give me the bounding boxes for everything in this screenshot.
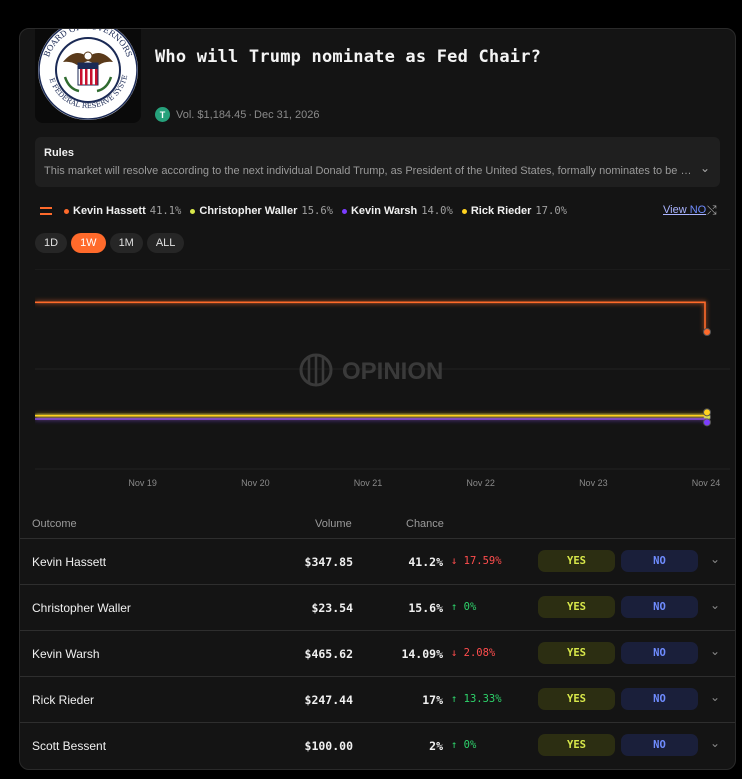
view-no-link[interactable]: View NO <box>663 204 707 216</box>
rules-text: This market will resolve according to th… <box>44 165 694 177</box>
fed-seal-logo: BOARD OF GOVERNORS THE FEDERAL RESERVE S… <box>35 29 141 123</box>
outcome-volume: $347.85 <box>304 555 353 569</box>
outcome-name: Christopher Waller <box>32 601 131 615</box>
range-1m-button[interactable]: 1M <box>109 233 143 253</box>
series-line <box>35 301 706 332</box>
legend-item: Rick Rieder 17.0% <box>461 205 567 217</box>
chart-legend: Kevin Hassett 41.1% Christopher Waller 1… <box>40 205 576 217</box>
x-tick-label: Nov 22 <box>466 478 495 488</box>
market-title: Who will Trump nominate as Fed Chair? <box>155 47 542 67</box>
chevron-down-icon[interactable]: ⌄ <box>710 552 721 566</box>
outcome-volume: $465.62 <box>304 647 353 661</box>
chevron-down-icon[interactable]: ⌄ <box>699 161 710 175</box>
series-endpoint <box>703 328 711 336</box>
header-volume: Volume <box>315 518 352 530</box>
outcome-chance: 15.6% <box>408 601 443 615</box>
buy-yes-button[interactable]: YES <box>538 596 615 618</box>
buy-no-button[interactable]: NO <box>621 734 698 756</box>
chevron-down-icon[interactable]: ⌄ <box>710 690 721 704</box>
legend-dot <box>64 208 69 214</box>
series-line <box>35 412 706 417</box>
range-selector: 1D 1W 1M ALL <box>35 233 188 253</box>
outcome-name: Scott Bessent <box>32 739 107 753</box>
market-meta: T Vol. $1,184.45 · Dec 31, 2026 <box>155 107 319 122</box>
table-row[interactable]: Christopher Waller $23.54 15.6% ↑ 0% YES NO ⌄ <box>20 584 735 630</box>
legend-item: Kevin Warsh 14.0% <box>341 205 453 217</box>
buy-no-button[interactable]: NO <box>621 596 698 618</box>
series-endpoint <box>703 418 711 427</box>
rules-panel[interactable]: Rules This market will resolve according… <box>35 137 720 187</box>
table-row[interactable]: Kevin Hassett $347.85 41.2% ↓ 17.59% YES NO ⌄ <box>20 538 735 584</box>
outcome-change: ↓ 17.59% <box>451 555 502 567</box>
tether-icon: T <box>155 107 170 122</box>
meta-separator: · <box>248 108 253 121</box>
header-outcome: Outcome <box>32 518 77 530</box>
range-all-button[interactable]: ALL <box>146 233 185 253</box>
market-card: BOARD OF GOVERNORS THE FEDERAL RESERVE S… <box>19 28 736 770</box>
x-tick-label: Nov 24 <box>692 478 721 488</box>
header-chance: Chance <box>406 518 444 530</box>
watermark-text: OPINION <box>342 358 443 385</box>
watermark: OPINION <box>299 353 443 387</box>
price-chart[interactable]: OPINION Nov 19 Nov 20 Nov 21 Nov 22 Nov 23 No… <box>35 269 730 494</box>
outcome-change: ↑ 0% <box>451 739 477 751</box>
outcome-chance: 17% <box>422 693 443 707</box>
outcome-volume: $23.54 <box>311 601 353 615</box>
buy-yes-button[interactable]: YES <box>538 688 615 710</box>
series-line <box>35 418 706 423</box>
series-endpoint <box>703 408 711 417</box>
legend-item: Kevin Hassett 41.1% <box>64 205 181 217</box>
rules-title: Rules <box>44 147 74 159</box>
outcome-name: Kevin Warsh <box>32 647 100 661</box>
x-tick-label: Nov 20 <box>241 478 270 488</box>
x-tick-label: Nov 19 <box>128 478 157 488</box>
chevron-down-icon[interactable]: ⌄ <box>710 736 721 750</box>
table-row[interactable]: Rick Rieder $247.44 17% ↑ 13.33% YES NO ⌄ <box>20 676 735 722</box>
x-tick-label: Nov 23 <box>579 478 608 488</box>
buy-yes-button[interactable]: YES <box>538 550 615 572</box>
outcome-change: ↑ 0% <box>451 601 477 613</box>
outcome-name: Kevin Hassett <box>32 555 107 569</box>
range-1d-button[interactable]: 1D <box>35 233 68 253</box>
outcome-name: Rick Rieder <box>32 693 95 707</box>
end-date: Dec 31, 2026 <box>254 108 320 121</box>
buy-yes-button[interactable]: YES <box>538 642 615 664</box>
x-tick-label: Nov 21 <box>354 478 383 488</box>
chevron-down-icon[interactable]: ⌄ <box>710 644 721 658</box>
outcome-chance: 2% <box>429 739 443 753</box>
outcome-change: ↑ 13.33% <box>451 693 502 705</box>
buy-no-button[interactable]: NO <box>621 688 698 710</box>
chevron-down-icon[interactable]: ⌄ <box>710 598 721 612</box>
outcome-change: ↓ 2.08% <box>451 647 496 659</box>
legend-dot <box>190 208 196 214</box>
outcome-volume: $247.44 <box>304 693 353 707</box>
outcome-chance: 41.2% <box>408 555 443 569</box>
buy-no-button[interactable]: NO <box>621 550 698 572</box>
filter-sliders-icon[interactable] <box>40 206 52 216</box>
table-row[interactable]: Kevin Warsh $465.62 14.09% ↓ 2.08% YES NO ⌄ <box>20 630 735 676</box>
table-row[interactable]: Scott Bessent $100.00 2% ↑ 0% YES NO ⌄ <box>20 722 735 768</box>
outcome-volume: $100.00 <box>304 739 353 753</box>
buy-yes-button[interactable]: YES <box>538 734 615 756</box>
outcome-chance: 14.09% <box>401 647 443 661</box>
volume-label: Vol. $1,184.45 <box>176 108 247 121</box>
range-1w-button[interactable]: 1W <box>71 233 106 253</box>
swap-arrows-icon[interactable]: ⤭ <box>707 203 717 217</box>
buy-no-button[interactable]: NO <box>621 642 698 664</box>
legend-item: Christopher Waller 15.6% <box>190 205 333 217</box>
legend-dot <box>461 208 467 214</box>
legend-dot <box>341 208 347 214</box>
